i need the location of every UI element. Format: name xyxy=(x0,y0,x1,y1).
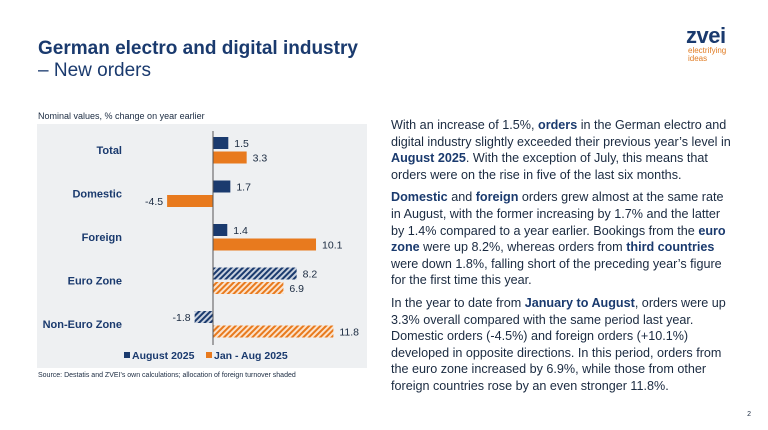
body-text: With an increase of 1.5%, orders in the … xyxy=(391,117,736,401)
bar xyxy=(213,137,229,149)
chart-subtitle: Nominal values, % change on year earlier xyxy=(38,111,205,121)
page-title: German electro and digital industry – New… xyxy=(38,38,358,82)
data-label: 10.1 xyxy=(322,240,343,252)
legend-swatch xyxy=(124,352,130,358)
data-label: 1.7 xyxy=(236,182,251,194)
data-label: 8.2 xyxy=(303,269,318,281)
logo-name: zvei xyxy=(686,23,726,48)
page-number: 2 xyxy=(747,411,751,418)
legend-swatch xyxy=(206,352,212,358)
logo-tagline-2: ideas xyxy=(688,54,708,63)
bar xyxy=(213,238,317,251)
data-label: -1.8 xyxy=(173,312,191,324)
paragraph-2: Domestic and foreign orders grew almost … xyxy=(391,190,726,288)
chart-source: Source: Destatis and ZVEI's own calculat… xyxy=(38,372,296,379)
data-label: 1.5 xyxy=(234,138,249,150)
title-line-1: German electro and digital industry xyxy=(38,38,358,59)
paragraph-1: With an increase of 1.5%, orders in the … xyxy=(391,118,731,182)
legend-label: August 2025 xyxy=(132,350,195,362)
legend-label: Jan - Aug 2025 xyxy=(214,350,288,362)
bar xyxy=(213,282,284,294)
bar xyxy=(194,311,213,323)
bar xyxy=(167,195,213,207)
category-label: Total xyxy=(97,145,122,157)
category-label: Non-Euro Zone xyxy=(43,319,122,331)
bar xyxy=(213,224,228,236)
category-label: Foreign xyxy=(82,232,123,244)
category-label: Domestic xyxy=(72,189,122,201)
paragraph-3: In the year to date from January to Augu… xyxy=(391,295,726,393)
bar xyxy=(213,151,247,164)
data-label: 3.3 xyxy=(253,153,268,165)
data-label: 11.8 xyxy=(339,327,359,339)
zvei-logo: zvei electrifying ideas xyxy=(686,25,726,63)
data-label: 6.9 xyxy=(289,283,304,295)
logo-tagline-1: electrifying xyxy=(688,46,727,55)
bar xyxy=(213,325,334,338)
category-label: Euro Zone xyxy=(68,276,122,288)
data-label: -4.5 xyxy=(145,196,163,208)
bar xyxy=(213,267,297,280)
bar xyxy=(213,180,231,193)
data-label: 1.4 xyxy=(233,225,248,237)
title-line-2: – New orders xyxy=(38,60,151,81)
